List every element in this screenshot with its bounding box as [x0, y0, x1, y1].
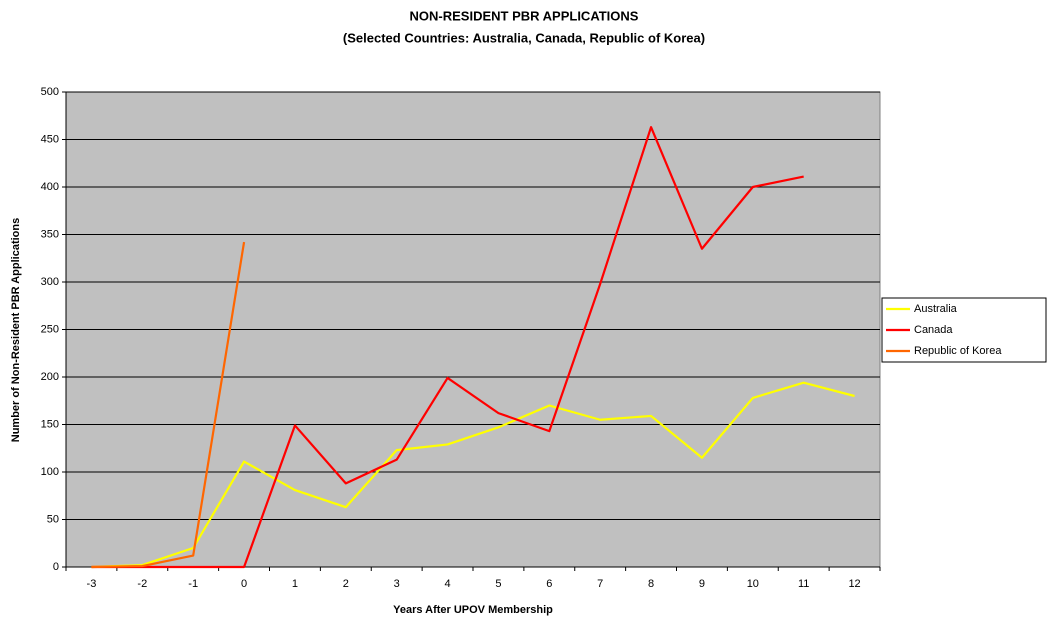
x-tick-label: 4	[445, 578, 451, 590]
x-tick-label: 0	[241, 578, 247, 590]
x-tick-label: -3	[87, 578, 97, 590]
x-tick-label: -2	[137, 578, 147, 590]
y-tick-label: 250	[41, 323, 59, 335]
y-tick-label: 100	[41, 466, 59, 478]
chart-subtitle: (Selected Countries: Australia, Canada, …	[343, 30, 705, 45]
y-tick-label: 50	[47, 513, 59, 525]
y-tick-label: 400	[41, 181, 59, 193]
x-tick-label: 12	[848, 578, 860, 590]
series-line	[91, 241, 246, 569]
series-line	[91, 381, 855, 569]
x-tick-label: 8	[648, 578, 654, 590]
y-tick-label: 300	[41, 276, 59, 288]
x-tick-label: 6	[546, 578, 552, 590]
x-tick-label: 5	[495, 578, 501, 590]
y-tick-label: 150	[41, 418, 59, 430]
x-tick-label: 3	[394, 578, 400, 590]
x-tick-label: -1	[188, 578, 198, 590]
y-tick-label: 450	[41, 133, 59, 145]
y-tick-label: 0	[53, 561, 59, 573]
legend-label: Republic of Korea	[914, 345, 1002, 357]
x-tick-label: 2	[343, 578, 349, 590]
x-tick-label: 7	[597, 578, 603, 590]
y-tick-label: 350	[41, 228, 59, 240]
y-tick-label: 500	[41, 86, 59, 98]
series-line	[91, 126, 804, 569]
x-tick-label: 10	[747, 578, 759, 590]
y-axis-title: Number of Non-Resident PBR Applications	[10, 218, 22, 443]
legend-label: Canada	[914, 324, 953, 336]
x-tick-label: 9	[699, 578, 705, 590]
y-tick-label: 200	[41, 371, 59, 383]
x-axis-title: Years After UPOV Membership	[393, 604, 553, 616]
x-tick-label: 1	[292, 578, 298, 590]
x-tick-label: 11	[798, 578, 809, 590]
chart-title: NON-RESIDENT PBR APPLICATIONS	[410, 8, 639, 23]
legend-label: Australia	[914, 303, 958, 315]
